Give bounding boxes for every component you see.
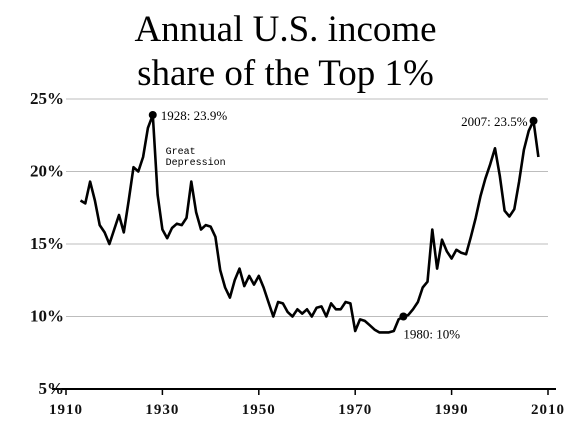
gridlines: [52, 98, 556, 390]
annotation-label-1980: 1980: 10%: [403, 327, 460, 342]
x-tick-label-1970: 1970: [338, 402, 372, 418]
annotation-label-1928: 1928: 23.9%: [161, 108, 228, 123]
note-great-depression-line-0: Great: [166, 147, 196, 158]
annotation-point-2007: [529, 116, 538, 125]
y-tick-label-20: 20%: [30, 162, 64, 181]
x-tick-label-1910: 1910: [49, 402, 83, 418]
series-line-0: [79, 113, 540, 334]
chart-title-line-2: share of the Top 1%: [137, 53, 434, 94]
annotation-point-1928: [148, 110, 157, 119]
x-axis: 1910 1930 1950 1970 1990 2010: [49, 389, 565, 418]
x-tick-label-1930: 1930: [145, 402, 179, 418]
y-tick-label-10: 10%: [30, 307, 64, 326]
y-tick-label-15: 15%: [30, 234, 64, 253]
note-great-depression-line-1: Depression: [166, 157, 226, 169]
x-tick-label-1950: 1950: [242, 402, 276, 418]
y-tick-label-5: 5%: [39, 379, 65, 398]
y-axis: 5% 10% 15% 20% 25%: [30, 89, 64, 398]
annotation-point-1980: [399, 312, 408, 321]
chart-title-line-1: Annual U.S. income: [134, 9, 437, 50]
x-tick-label-1990: 1990: [435, 402, 469, 418]
annotation-label-2007: 2007: 23.5%: [461, 114, 528, 129]
y-tick-label-25: 25%: [30, 89, 64, 108]
series-group: [79, 113, 540, 334]
annotations: 1928: 23.9% 2007: 23.5% 1980: 10% GreatDepr…: [148, 108, 538, 342]
x-tick-label-2010: 2010: [531, 402, 565, 418]
